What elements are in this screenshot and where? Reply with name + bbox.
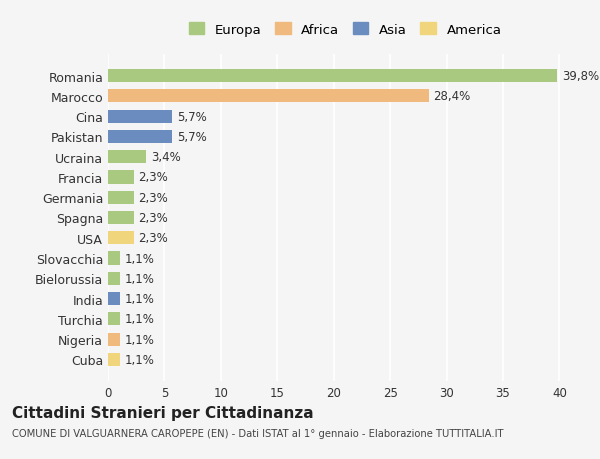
Text: 1,1%: 1,1% [125,272,155,285]
Bar [108,333,121,346]
Bar [108,272,121,285]
Bar [108,130,172,144]
Text: 2,3%: 2,3% [139,191,168,204]
Bar [108,212,134,224]
Bar [108,292,121,306]
Text: 1,1%: 1,1% [125,353,155,366]
Legend: Europa, Africa, Asia, America: Europa, Africa, Asia, America [185,19,505,40]
Text: 1,1%: 1,1% [125,313,155,325]
Text: 1,1%: 1,1% [125,333,155,346]
Bar [108,70,557,83]
Text: 5,7%: 5,7% [177,111,206,123]
Text: 5,7%: 5,7% [177,131,206,144]
Text: 28,4%: 28,4% [433,90,470,103]
Text: COMUNE DI VALGUARNERA CAROPEPE (EN) - Dati ISTAT al 1° gennaio - Elaborazione TU: COMUNE DI VALGUARNERA CAROPEPE (EN) - Da… [12,428,503,438]
Bar [108,110,172,123]
Bar [108,151,146,164]
Bar [108,191,134,204]
Bar [108,353,121,366]
Text: Cittadini Stranieri per Cittadinanza: Cittadini Stranieri per Cittadinanza [12,405,314,420]
Bar [108,313,121,326]
Text: 1,1%: 1,1% [125,292,155,305]
Text: 2,3%: 2,3% [139,171,168,184]
Text: 3,4%: 3,4% [151,151,181,164]
Bar [108,90,428,103]
Text: 2,3%: 2,3% [139,232,168,245]
Bar [108,252,121,265]
Bar [108,171,134,184]
Text: 39,8%: 39,8% [562,70,599,83]
Text: 2,3%: 2,3% [139,212,168,224]
Bar [108,232,134,245]
Text: 1,1%: 1,1% [125,252,155,265]
